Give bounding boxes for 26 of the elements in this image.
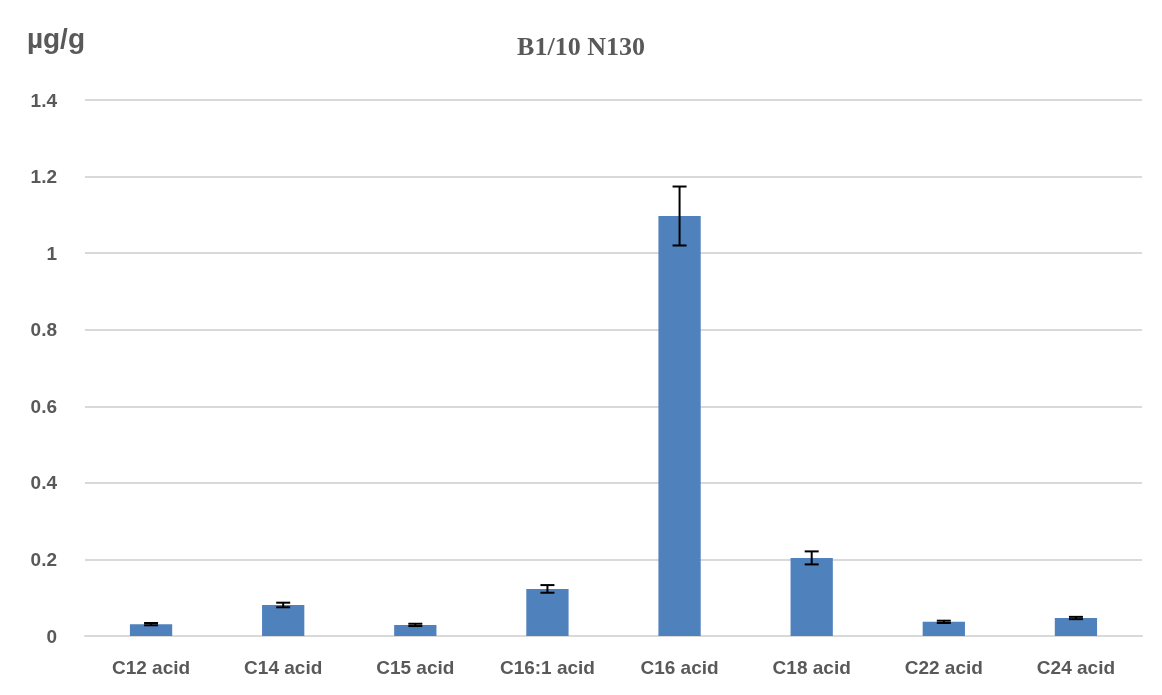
x-tick-label: C14 acid (244, 657, 323, 678)
y-tick-label: 0 (46, 625, 57, 647)
y-tick-label: 0.4 (30, 472, 58, 494)
bar (1054, 618, 1098, 636)
y-tick-label: 1.4 (30, 89, 58, 111)
chart-title: B1/10 N130 (517, 31, 645, 61)
x-tick-label: C16:1 acid (499, 657, 595, 678)
bar (129, 624, 173, 636)
bar (526, 588, 569, 636)
bar (922, 621, 965, 636)
x-tick-label: C24 acid (1036, 657, 1116, 678)
x-tick-label: C15 acid (376, 657, 455, 678)
x-tick-label: C12 acid (111, 657, 191, 678)
y-tick-label: 1 (46, 242, 58, 264)
bar (394, 624, 437, 636)
y-tick-label: 0.8 (30, 319, 57, 341)
y-tick-label: 1.2 (30, 166, 57, 188)
bar (790, 557, 833, 636)
bar (658, 216, 701, 636)
y-tick-label: 0.6 (30, 395, 57, 417)
y-axis-title: µg/g (26, 22, 85, 54)
x-tick-label: C16 acid (640, 657, 719, 678)
bar (262, 604, 305, 636)
x-tick-label: C18 acid (772, 657, 851, 678)
x-tick-label: C22 acid (904, 657, 983, 678)
y-tick-label: 0.2 (30, 548, 57, 570)
